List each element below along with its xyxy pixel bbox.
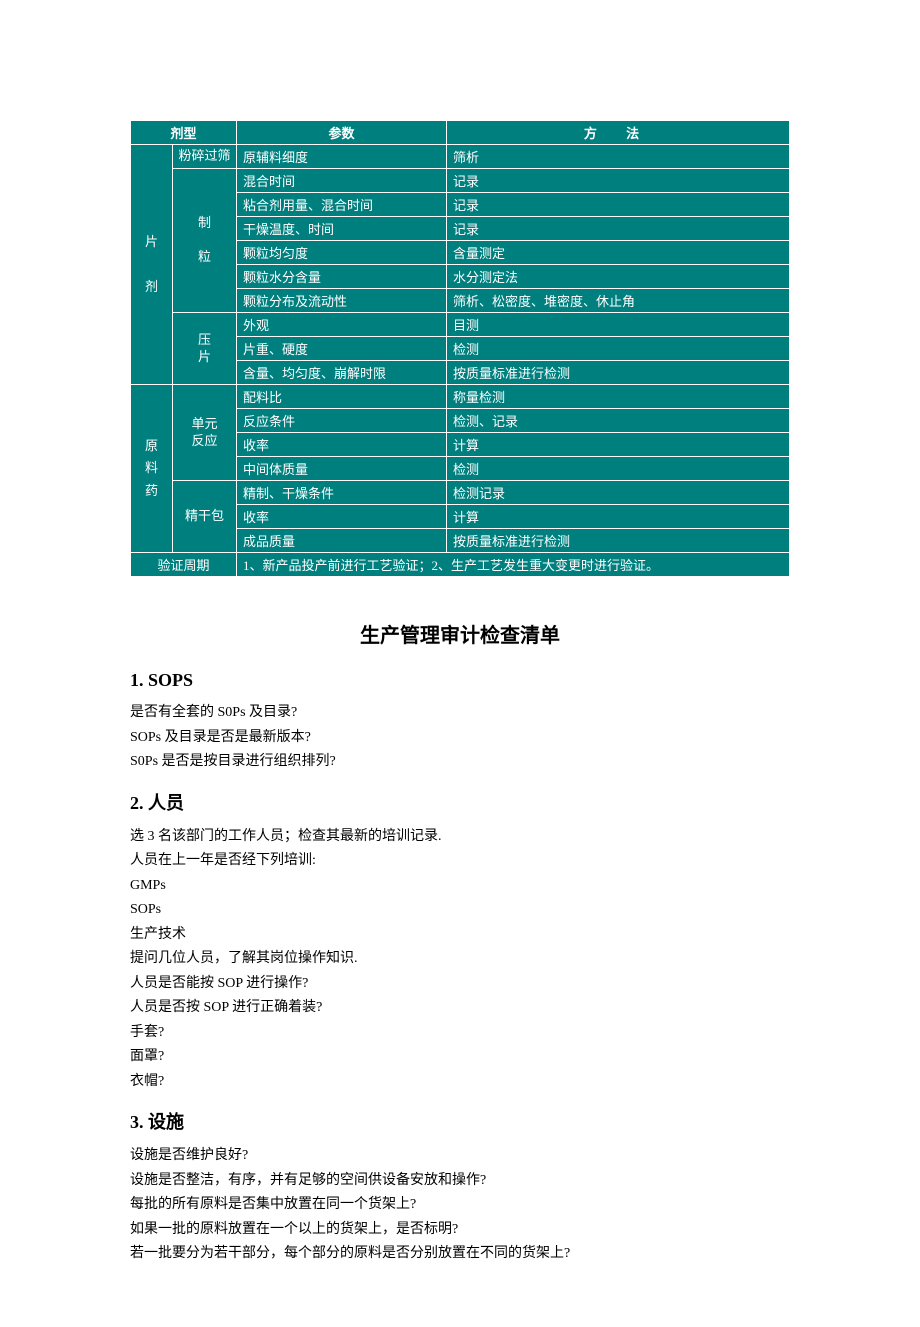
body-line: 如果一批的原料放置在一个以上的货架上，是否标明?	[130, 1218, 790, 1243]
body-line: 每批的所有原料是否集中放置在同一个货架上?	[130, 1193, 790, 1218]
body-line: 人员在上一年是否经下列培训:	[130, 849, 790, 874]
step-cell: 单元反应	[173, 385, 237, 481]
param-cell: 反应条件	[237, 409, 447, 433]
validation-row: 验证周期1、新产品投产前进行工艺验证；2、生产工艺发生重大变更时进行验证。	[131, 553, 790, 577]
body-line: 衣帽?	[130, 1070, 790, 1095]
body-line: 生产技术	[130, 923, 790, 948]
document-title: 生产管理审计检查清单	[130, 619, 790, 648]
table-row: 片剂粉碎过筛原辅料细度筛析	[131, 145, 790, 169]
param-cell: 原辅料细度	[237, 145, 447, 169]
body-line: 提问几位人员，了解其岗位操作知识.	[130, 947, 790, 972]
body-line: S0Ps 是否是按目录进行组织排列?	[130, 750, 790, 775]
method-cell: 记录	[447, 169, 790, 193]
body-line: 设施是否整洁，有序，并有足够的空间供设备安放和操作?	[130, 1169, 790, 1194]
step-cell: 压片	[173, 313, 237, 385]
body-line: SOPs	[130, 898, 790, 923]
method-cell: 检测、记录	[447, 409, 790, 433]
method-cell: 筛析、松密度、堆密度、休止角	[447, 289, 790, 313]
param-cell: 混合时间	[237, 169, 447, 193]
table-row: 压片外观目测	[131, 313, 790, 337]
param-cell: 外观	[237, 313, 447, 337]
body-line: 是否有全套的 S0Ps 及目录?	[130, 701, 790, 726]
param-cell: 含量、均匀度、崩解时限	[237, 361, 447, 385]
table-row: 精干包精制、干燥条件检测记录	[131, 481, 790, 505]
body-line: GMPs	[130, 874, 790, 899]
body-line: 人员是否能按 SOP 进行操作?	[130, 972, 790, 997]
param-cell: 颗粒水分含量	[237, 265, 447, 289]
method-cell: 计算	[447, 505, 790, 529]
body-line: 面罩?	[130, 1045, 790, 1070]
parameter-table: 剂型参数方 法片剂粉碎过筛原辅料细度筛析制粒混合时间记录粘合剂用量、混合时间记录…	[130, 120, 790, 577]
table-row: 制粒混合时间记录	[131, 169, 790, 193]
method-cell: 目测	[447, 313, 790, 337]
method-cell: 筛析	[447, 145, 790, 169]
section-sops: 1. SOPS 是否有全套的 S0Ps 及目录?SOPs 及目录是否是最新版本?…	[130, 670, 790, 775]
method-cell: 按质量标准进行检测	[447, 529, 790, 553]
step-cell: 精干包	[173, 481, 237, 553]
method-cell: 按质量标准进行检测	[447, 361, 790, 385]
body-line: SOPs 及目录是否是最新版本?	[130, 726, 790, 751]
body-line: 若一批要分为若干部分，每个部分的原料是否分别放置在不同的货架上?	[130, 1242, 790, 1267]
method-cell: 检测记录	[447, 481, 790, 505]
method-cell: 水分测定法	[447, 265, 790, 289]
method-cell: 含量测定	[447, 241, 790, 265]
validation-text: 1、新产品投产前进行工艺验证；2、生产工艺发生重大变更时进行验证。	[237, 553, 790, 577]
dosage-cell: 原料药	[131, 385, 173, 553]
param-cell: 收率	[237, 505, 447, 529]
param-cell: 颗粒均匀度	[237, 241, 447, 265]
step-cell: 制粒	[173, 169, 237, 313]
step-cell: 粉碎过筛	[173, 145, 237, 169]
param-cell: 颗粒分布及流动性	[237, 289, 447, 313]
method-cell: 计算	[447, 433, 790, 457]
param-cell: 粘合剂用量、混合时间	[237, 193, 447, 217]
section-personnel: 2. 人员 选 3 名该部门的工作人员；检查其最新的培训记录.人员在上一年是否经…	[130, 789, 790, 1095]
param-cell: 干燥温度、时间	[237, 217, 447, 241]
method-cell: 记录	[447, 217, 790, 241]
method-cell: 检测	[447, 337, 790, 361]
body-line: 人员是否按 SOP 进行正确着装?	[130, 996, 790, 1021]
section-facility: 3. 设施 设施是否维护良好?设施是否整洁，有序，并有足够的空间供设备安放和操作…	[130, 1108, 790, 1267]
method-cell: 记录	[447, 193, 790, 217]
param-cell: 成品质量	[237, 529, 447, 553]
validation-label: 验证周期	[131, 553, 237, 577]
param-cell: 收率	[237, 433, 447, 457]
section-heading: 2. 人员	[130, 789, 790, 815]
page-container: 剂型参数方 法片剂粉碎过筛原辅料细度筛析制粒混合时间记录粘合剂用量、混合时间记录…	[0, 0, 920, 1327]
th-method: 方 法	[447, 121, 790, 145]
th-param: 参数	[237, 121, 447, 145]
param-cell: 精制、干燥条件	[237, 481, 447, 505]
body-line: 手套?	[130, 1021, 790, 1046]
param-cell: 中间体质量	[237, 457, 447, 481]
section-heading: 3. 设施	[130, 1108, 790, 1134]
method-cell: 称量检测	[447, 385, 790, 409]
param-cell: 片重、硬度	[237, 337, 447, 361]
th-dosage: 剂型	[131, 121, 237, 145]
table-row: 原料药单元反应配料比称量检测	[131, 385, 790, 409]
method-cell: 检测	[447, 457, 790, 481]
body-line: 选 3 名该部门的工作人员；检查其最新的培训记录.	[130, 825, 790, 850]
section-heading: 1. SOPS	[130, 670, 790, 691]
dosage-cell: 片剂	[131, 145, 173, 385]
param-cell: 配料比	[237, 385, 447, 409]
body-line: 设施是否维护良好?	[130, 1144, 790, 1169]
